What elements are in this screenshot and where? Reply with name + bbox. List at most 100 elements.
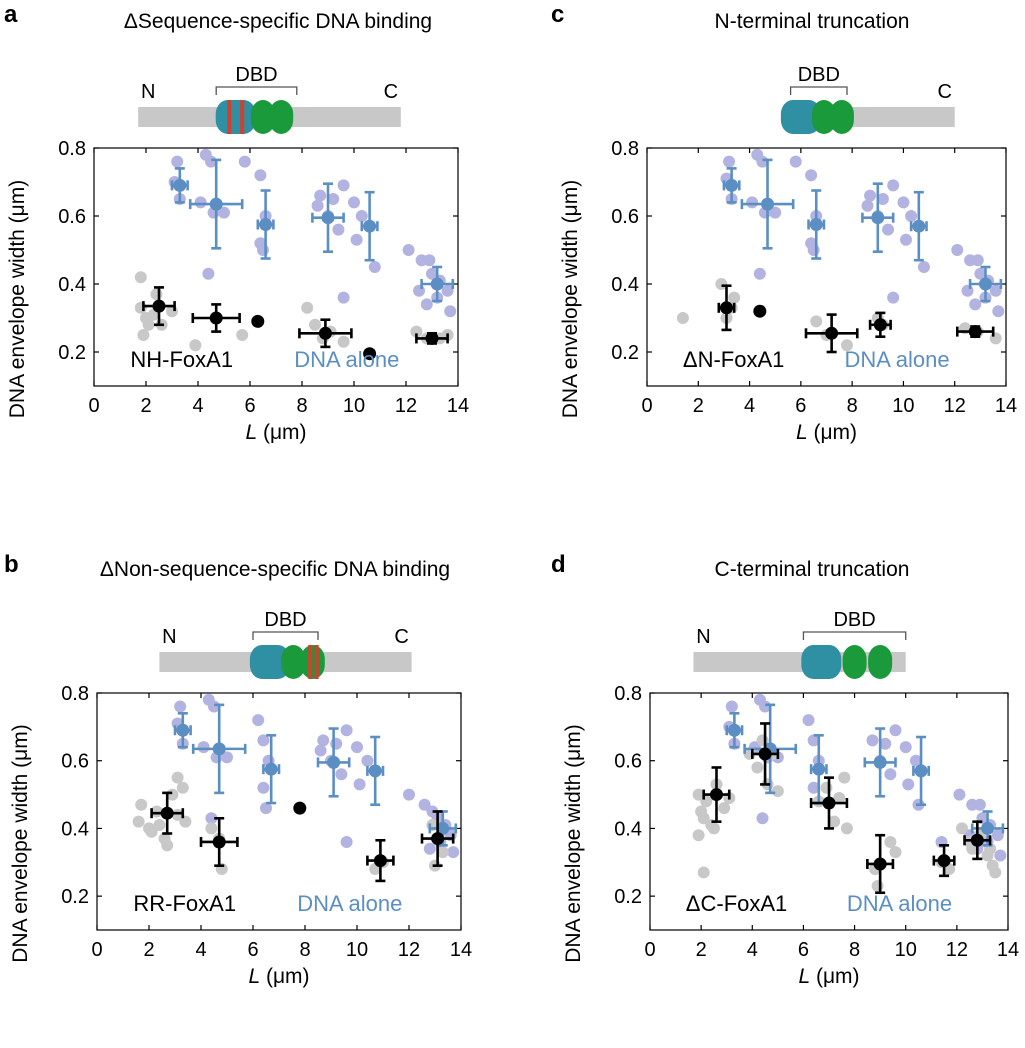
protein-raw-point — [833, 791, 846, 804]
dbd-label: DBD — [235, 64, 277, 86]
x-tick-label: 4 — [744, 395, 755, 417]
x-tick-label: 8 — [296, 395, 307, 417]
mutation-stripe-0 — [308, 645, 313, 679]
reference-raw-point — [330, 737, 343, 750]
dbd-label: DBD — [833, 609, 875, 631]
protein-raw-point — [150, 805, 163, 818]
protein-raw-point — [707, 822, 720, 835]
reference-raw-point — [327, 193, 340, 205]
mutation-stripe-1 — [314, 645, 319, 679]
y-axis-label: DNA envelope width (μm) — [562, 724, 585, 963]
reference-raw-point — [807, 781, 820, 794]
y-tick-label: 0.6 — [61, 751, 89, 773]
protein-diagram-b: DBD N C — [159, 609, 412, 679]
wing-domain-2 — [868, 645, 893, 679]
protein-raw-point — [166, 788, 179, 801]
reference-raw-point — [254, 169, 267, 182]
protein-mean-point — [873, 857, 887, 871]
x-tick-label: 10 — [892, 395, 914, 417]
protein-mean-point — [363, 347, 377, 361]
reference-raw-point — [202, 267, 215, 280]
protein-mean-point — [970, 833, 984, 847]
protein-raw-point — [145, 825, 158, 838]
forkhead-domain-0 — [780, 100, 821, 134]
reference-raw-point — [171, 155, 184, 168]
reference-raw-point — [238, 155, 251, 168]
reference-raw-point — [197, 741, 210, 754]
reference-raw-point — [884, 768, 897, 781]
n-terminus-label: N — [696, 626, 710, 648]
reference-raw-point — [447, 846, 460, 859]
reference-label: DNA alone — [294, 347, 399, 372]
plot-frame — [649, 692, 1009, 931]
protein-raw-point — [989, 866, 1002, 879]
protein-label: NH-FoxA1 — [130, 347, 233, 372]
x-tick-label: 0 — [91, 939, 102, 961]
x-tick-label: 12 — [946, 939, 968, 961]
protein-raw-point — [171, 771, 184, 784]
protein-mean-point — [373, 854, 387, 868]
y-tick-label: 0.4 — [611, 274, 639, 296]
x-tick-label: 8 — [849, 939, 860, 961]
x-tick-label: 0 — [641, 395, 652, 417]
reference-mean-point — [981, 821, 995, 835]
panel-b: b ΔNon-sequence-specific DNA binding DBD… — [4, 551, 472, 988]
reference-raw-point — [420, 298, 433, 311]
x-tick-label: 2 — [140, 395, 151, 417]
protein-raw-point — [728, 291, 741, 304]
x-tick-label: 14 — [447, 395, 469, 417]
plot-frame — [93, 147, 459, 387]
forkhead-domain-0 — [249, 645, 290, 679]
reference-raw-point — [807, 734, 820, 747]
reference-mean-point — [173, 178, 187, 192]
x-axis-label: L (μm) — [248, 965, 309, 988]
protein-raw-point — [205, 822, 218, 835]
reference-raw-point — [218, 206, 230, 219]
protein-raw-point — [884, 835, 897, 848]
reference-raw-point — [314, 189, 327, 202]
panel-title-c: N-terminal truncation — [715, 10, 910, 33]
protein-mean-point — [251, 314, 265, 328]
protein-raw-point — [176, 781, 189, 794]
protein-raw-point — [692, 829, 705, 842]
x-tick-label: 14 — [997, 939, 1019, 961]
c-terminus-label: C — [937, 81, 951, 103]
reference-raw-point — [252, 714, 265, 727]
reference-raw-point — [756, 812, 769, 825]
reference-label: DNA alone — [847, 891, 952, 916]
protein-mean-point — [825, 326, 839, 340]
protein-raw-point — [161, 839, 174, 852]
c-terminus-label: C — [384, 81, 398, 103]
reference-mean-point — [430, 277, 444, 291]
protein-raw-point — [153, 819, 166, 832]
reference-raw-point — [311, 199, 324, 212]
reference-raw-point — [208, 700, 220, 713]
plot-frame — [96, 692, 462, 931]
reference-mean-point — [812, 762, 826, 776]
reference-raw-point — [864, 189, 877, 202]
c-terminus-label: C — [394, 626, 408, 648]
protein-raw-point — [236, 329, 249, 341]
reference-mean-point — [727, 723, 741, 737]
protein-raw-point — [132, 815, 145, 828]
x-tick-label: 6 — [798, 939, 809, 961]
reference-raw-point — [317, 734, 330, 747]
y-axis-label: DNA envelope width (μm) — [559, 180, 582, 419]
reference-raw-point — [974, 267, 987, 280]
y-tick-label: 0.2 — [58, 342, 86, 364]
wing-domain-1 — [842, 645, 867, 679]
reference-raw-point — [725, 700, 738, 713]
x-tick-label: 4 — [192, 395, 203, 417]
protein-raw-point — [810, 315, 823, 328]
y-tick-label: 0.2 — [614, 886, 642, 908]
reference-raw-point — [194, 196, 207, 209]
y-tick-label: 0.2 — [611, 342, 639, 364]
reference-raw-point — [917, 261, 930, 273]
protein-raw-point — [989, 332, 1002, 345]
reference-raw-point — [769, 206, 782, 219]
reference-raw-point — [337, 179, 350, 192]
reference-raw-point — [887, 179, 900, 192]
reference-mean-point — [978, 277, 992, 291]
plot-d: 0 2 4 6 8 10 12 14 0.2 0.4 0.6 0.8 L (μm) DNA envelop… — [562, 683, 1019, 988]
